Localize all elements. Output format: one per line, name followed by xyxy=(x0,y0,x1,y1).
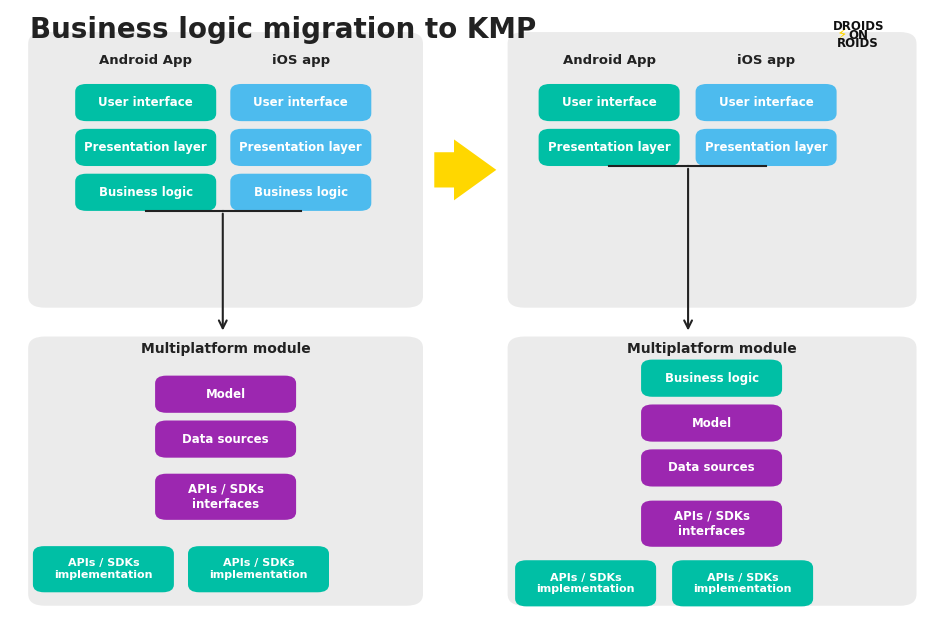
Text: Model: Model xyxy=(206,388,245,401)
FancyBboxPatch shape xyxy=(155,376,296,413)
Text: ROIDS: ROIDS xyxy=(838,37,879,50)
FancyBboxPatch shape xyxy=(672,560,813,606)
FancyBboxPatch shape xyxy=(155,420,296,458)
FancyBboxPatch shape xyxy=(230,174,371,211)
Text: Android App: Android App xyxy=(563,54,655,67)
Text: Presentation layer: Presentation layer xyxy=(85,141,207,154)
Text: APIs / SDKs
implementation: APIs / SDKs implementation xyxy=(694,572,791,594)
FancyBboxPatch shape xyxy=(230,84,371,121)
Text: APIs / SDKs
implementation: APIs / SDKs implementation xyxy=(210,558,307,580)
Text: User interface: User interface xyxy=(562,96,656,109)
Text: iOS app: iOS app xyxy=(272,54,330,67)
Text: APIs / SDKs
implementation: APIs / SDKs implementation xyxy=(55,558,152,580)
FancyBboxPatch shape xyxy=(641,501,782,547)
Text: Model: Model xyxy=(692,417,731,429)
Text: Presentation layer: Presentation layer xyxy=(548,141,670,154)
Text: User interface: User interface xyxy=(719,96,813,109)
FancyBboxPatch shape xyxy=(641,360,782,397)
Text: APIs / SDKs
interfaces: APIs / SDKs interfaces xyxy=(674,510,749,538)
Text: APIs / SDKs
implementation: APIs / SDKs implementation xyxy=(537,572,635,594)
Text: User interface: User interface xyxy=(254,96,348,109)
FancyBboxPatch shape xyxy=(696,129,837,166)
Text: ON: ON xyxy=(848,29,869,42)
Text: Data sources: Data sources xyxy=(668,462,755,474)
FancyBboxPatch shape xyxy=(75,129,216,166)
FancyBboxPatch shape xyxy=(508,337,916,606)
Text: Presentation layer: Presentation layer xyxy=(240,141,362,154)
FancyBboxPatch shape xyxy=(641,404,782,442)
FancyBboxPatch shape xyxy=(641,449,782,487)
Text: Business logic: Business logic xyxy=(665,372,759,385)
FancyBboxPatch shape xyxy=(28,337,423,606)
Text: Business logic migration to KMP: Business logic migration to KMP xyxy=(30,16,537,44)
FancyBboxPatch shape xyxy=(155,474,296,520)
Text: Presentation layer: Presentation layer xyxy=(705,141,827,154)
Text: DROIDS: DROIDS xyxy=(833,21,884,33)
FancyBboxPatch shape xyxy=(515,560,656,606)
Text: User interface: User interface xyxy=(99,96,193,109)
FancyBboxPatch shape xyxy=(188,546,329,592)
Text: Multiplatform module: Multiplatform module xyxy=(141,342,310,356)
Text: Business logic: Business logic xyxy=(99,186,193,199)
Text: APIs / SDKs
interfaces: APIs / SDKs interfaces xyxy=(188,483,263,511)
FancyBboxPatch shape xyxy=(33,546,174,592)
FancyBboxPatch shape xyxy=(75,84,216,121)
Text: ⚡: ⚡ xyxy=(837,27,848,42)
Text: Data sources: Data sources xyxy=(182,433,269,445)
Text: iOS app: iOS app xyxy=(737,54,795,67)
FancyBboxPatch shape xyxy=(539,129,680,166)
FancyBboxPatch shape xyxy=(539,84,680,121)
Polygon shape xyxy=(434,140,496,200)
Text: Business logic: Business logic xyxy=(254,186,348,199)
FancyBboxPatch shape xyxy=(28,32,423,308)
Text: Android App: Android App xyxy=(100,54,192,67)
FancyBboxPatch shape xyxy=(508,32,916,308)
FancyBboxPatch shape xyxy=(230,129,371,166)
FancyBboxPatch shape xyxy=(75,174,216,211)
FancyBboxPatch shape xyxy=(696,84,837,121)
Text: Multiplatform module: Multiplatform module xyxy=(627,342,796,356)
